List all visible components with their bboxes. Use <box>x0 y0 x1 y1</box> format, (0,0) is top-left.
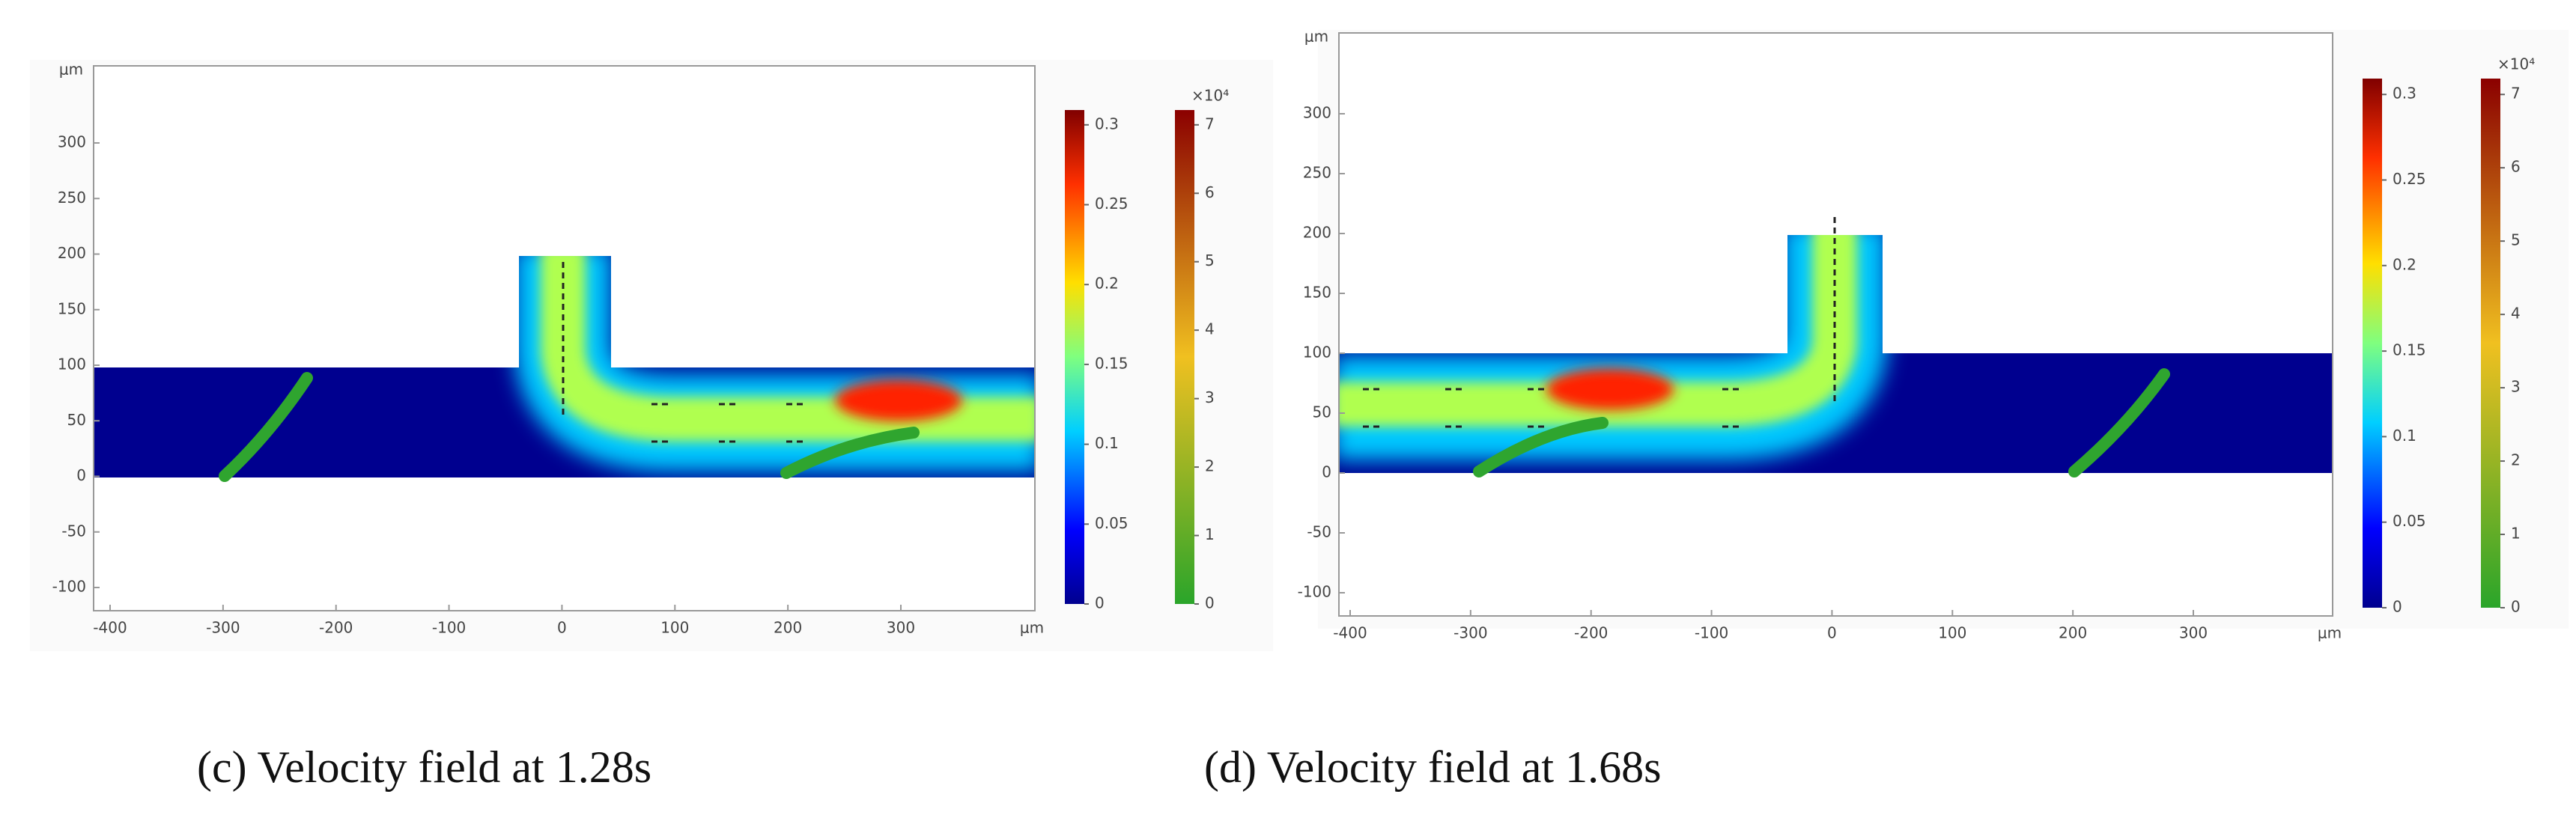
x-tick-label: -400 <box>1333 624 1367 642</box>
colorbar-tick-label: 0.1 <box>2393 427 2416 445</box>
colorbar-tick-label: 2 <box>1205 457 1215 475</box>
x-tick-label: -200 <box>319 619 353 637</box>
colorbar-tick-label: 0.2 <box>1095 275 1119 293</box>
colorbar-tick-label: 0.1 <box>1095 434 1119 452</box>
y-tick-label: 150 <box>1303 284 1331 302</box>
y-unit: μm <box>1304 28 1328 46</box>
y-tick-label: 50 <box>67 411 86 429</box>
colorbar-tick-label: 4 <box>1205 320 1215 338</box>
x-tick-label: 300 <box>887 619 915 637</box>
y-tick-label: 150 <box>58 299 86 317</box>
y-tick-label: -50 <box>61 522 86 540</box>
colorbar-tick-label: 6 <box>2511 158 2521 176</box>
colorbar-tick-label: 0 <box>2511 598 2521 616</box>
y-unit: μm <box>59 61 83 79</box>
x-tick-label: -100 <box>432 619 466 637</box>
colorbar-tick-label: 6 <box>1205 183 1215 201</box>
y-tick-label: 300 <box>1303 104 1331 122</box>
colorbar-tick-label: 0.15 <box>2393 341 2426 359</box>
colorbar-tick-label: 2 <box>2511 451 2521 469</box>
x-tick-label: 100 <box>1938 624 1966 642</box>
colorbar-tick-label: 0.05 <box>1095 514 1128 532</box>
y-tick-label: 0 <box>1322 463 1331 481</box>
y-tick-label: 0 <box>76 466 86 484</box>
y-tick-label: 250 <box>1303 164 1331 182</box>
colorbar-multiplier: ×10⁴ <box>1191 87 1229 105</box>
y-tick-label: 100 <box>58 355 86 373</box>
y-tick-label: -50 <box>1307 523 1331 541</box>
colorbar-multiplier: ×10⁴ <box>2497 55 2535 73</box>
colorbar-tick-label: 1 <box>2511 525 2521 543</box>
colorbar <box>1175 110 1194 604</box>
y-tick-label: 200 <box>58 244 86 262</box>
colorbar-tick-label: 7 <box>1205 115 1215 132</box>
x-tick-label: -300 <box>206 619 240 637</box>
colorbar-tick-label: 1 <box>1205 525 1215 543</box>
colorbar-tick-label: 3 <box>1205 388 1215 406</box>
colorbar-tick-label: 5 <box>1205 251 1215 269</box>
y-tick-label: 250 <box>58 189 86 207</box>
colorbar <box>2363 79 2382 608</box>
x-tick-label: -400 <box>93 619 127 637</box>
y-tick-label: 50 <box>1313 403 1331 421</box>
y-tick-label: -100 <box>1298 583 1331 601</box>
x-tick-label: 100 <box>660 619 689 637</box>
x-tick-label: -300 <box>1453 624 1487 642</box>
caption: (c) Velocity field at 1.28s <box>197 742 651 792</box>
x-unit: μm <box>1020 619 1044 637</box>
x-tick-label: 0 <box>1827 624 1837 642</box>
x-tick-label: -200 <box>1574 624 1608 642</box>
colorbar-tick-label: 5 <box>2511 231 2521 249</box>
colorbar-tick-label: 0.2 <box>2393 255 2416 273</box>
y-tick-label: 200 <box>1303 224 1331 242</box>
colorbar-tick-label: 7 <box>2511 85 2521 103</box>
x-tick-label: 0 <box>557 619 567 637</box>
x-tick-label: 200 <box>774 619 802 637</box>
caption: (d) Velocity field at 1.68s <box>1204 742 1661 792</box>
colorbar-tick-label: 0.05 <box>2393 512 2426 530</box>
y-tick-label: -100 <box>52 578 86 596</box>
colorbar-tick-label: 0.15 <box>1095 354 1128 372</box>
x-unit: μm <box>2318 624 2342 642</box>
colorbar-tick-label: 3 <box>2511 378 2521 396</box>
colorbar-tick-label: 0.3 <box>2393 85 2416 103</box>
colorbar-tick-label: 0.3 <box>1095 115 1119 132</box>
colorbar-tick-label: 0 <box>1205 594 1215 612</box>
x-tick-label: 200 <box>2059 624 2087 642</box>
field-d <box>1318 30 2569 629</box>
colorbar-tick-label: 4 <box>2511 305 2521 323</box>
y-tick-label: 300 <box>58 133 86 151</box>
colorbar-tick-label: 0 <box>2393 598 2402 616</box>
colorbar <box>2481 79 2500 608</box>
colorbar <box>1065 110 1084 604</box>
colorbar-tick-label: 0.25 <box>2393 170 2426 188</box>
y-tick-label: 100 <box>1303 344 1331 361</box>
field-c <box>30 60 1273 651</box>
x-tick-label: -100 <box>1695 624 1728 642</box>
colorbar-tick-label: 0 <box>1095 594 1105 612</box>
x-tick-label: 300 <box>2179 624 2208 642</box>
colorbar-tick-label: 0.25 <box>1095 195 1128 213</box>
